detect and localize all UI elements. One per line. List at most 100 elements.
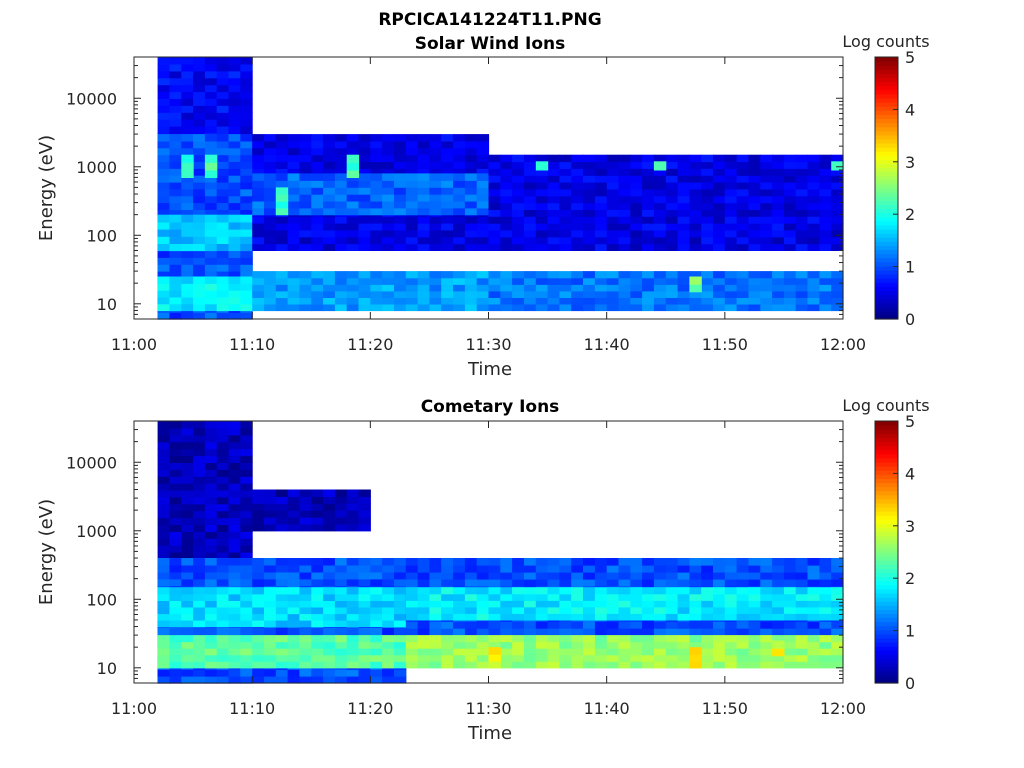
heatmap-cell	[299, 154, 312, 162]
heatmap-cell	[417, 290, 430, 298]
heatmap-cell	[736, 154, 749, 163]
heatmap-cell	[677, 641, 690, 649]
heatmap-cell	[193, 517, 206, 525]
heatmap-cell	[157, 641, 170, 649]
heatmap-cell	[594, 284, 608, 292]
heatmap-cell	[157, 303, 170, 312]
heatmap-cell	[748, 243, 761, 251]
heatmap-cell	[252, 134, 265, 142]
heatmap-cell	[760, 195, 773, 204]
heatmap-cell	[713, 168, 726, 176]
heatmap-cell	[193, 214, 206, 223]
heatmap-cell	[476, 134, 490, 142]
heatmap-cell	[665, 628, 679, 636]
heatmap-cell	[453, 243, 466, 251]
heatmap-cell	[665, 587, 679, 595]
x-tick-label: 11:20	[347, 335, 393, 354]
heatmap-cell	[795, 168, 809, 176]
heatmap-cell	[606, 593, 620, 601]
heatmap-cell	[405, 180, 419, 188]
heatmap-cell	[760, 175, 773, 183]
heatmap-cell	[334, 496, 348, 504]
heatmap-cell	[689, 641, 702, 649]
heatmap-cell	[405, 635, 419, 643]
heatmap-cell	[594, 154, 608, 163]
heatmap-cell	[689, 216, 702, 224]
heatmap-cell	[204, 434, 218, 443]
heatmap-cell	[216, 434, 230, 443]
heatmap-cell	[394, 558, 407, 566]
heatmap-cell	[252, 661, 265, 669]
heatmap-cell	[441, 194, 454, 202]
heatmap-cell	[252, 297, 265, 305]
heatmap-cell	[772, 613, 785, 621]
colorbar-segment	[875, 437, 898, 443]
heatmap-cell	[689, 558, 702, 566]
x-tick-label: 11:40	[584, 335, 630, 354]
heatmap-cell	[240, 112, 253, 120]
colorbar-segment	[875, 498, 898, 504]
colorbar-segment	[875, 474, 898, 479]
heatmap-cell	[512, 277, 525, 285]
colorbar-segment	[875, 617, 898, 623]
colorbar-segment	[875, 576, 898, 582]
heatmap-cell	[583, 290, 596, 298]
heatmap-cell	[571, 182, 584, 190]
heatmap-cell	[547, 161, 560, 169]
colorbar-segment	[875, 654, 898, 660]
heatmap-cell	[216, 296, 230, 305]
heatmap-cell	[689, 284, 702, 293]
heatmap-cell	[216, 243, 230, 252]
heatmap-cell	[394, 154, 407, 162]
heatmap-cell	[547, 572, 560, 580]
heatmap-cell	[736, 579, 749, 587]
heatmap-cell	[500, 297, 513, 305]
heatmap-cell	[677, 182, 690, 190]
heatmap-cell	[535, 613, 549, 621]
heatmap-cell	[642, 216, 655, 224]
heatmap-cell	[795, 654, 809, 662]
heatmap-cell	[772, 230, 785, 238]
heatmap-cell	[275, 641, 289, 649]
heatmap-cell	[323, 578, 336, 587]
colorbar-segment	[875, 204, 898, 210]
heatmap-cell	[677, 175, 690, 183]
heatmap-cell	[606, 600, 620, 608]
heatmap-cell	[299, 641, 312, 649]
heatmap-cell	[618, 641, 631, 649]
heatmap-cell	[204, 676, 218, 684]
heatmap-cell	[524, 661, 537, 669]
heatmap-cell	[240, 175, 253, 183]
heatmap-cell	[240, 188, 253, 197]
heatmap-cell	[618, 202, 631, 210]
heatmap-cell	[583, 635, 596, 643]
heatmap-cell	[653, 565, 667, 573]
colorbar-segment	[875, 224, 898, 230]
heatmap-cell	[334, 229, 348, 238]
heatmap-cell	[323, 200, 336, 209]
heatmap-cell	[795, 271, 809, 279]
heatmap-cell	[264, 635, 277, 643]
heatmap-cell	[264, 620, 277, 628]
heatmap-cell	[559, 635, 572, 643]
heatmap-cell	[252, 613, 265, 621]
heatmap-cell	[228, 565, 241, 573]
heatmap-cell	[169, 77, 182, 86]
heatmap-cell	[819, 641, 832, 649]
heatmap-cell	[795, 290, 809, 298]
heatmap-cell	[772, 202, 785, 210]
heatmap-cell	[287, 154, 300, 162]
heatmap-cell	[594, 572, 608, 580]
heatmap-cell	[677, 621, 690, 629]
heatmap-cell	[677, 606, 690, 614]
heatmap-cell	[181, 606, 194, 615]
heatmap-cell	[334, 606, 348, 615]
colorbar-segment	[875, 249, 898, 255]
heatmap-cell	[429, 168, 442, 176]
heatmap-cell	[476, 600, 490, 608]
heatmap-cell	[653, 188, 667, 197]
heatmap-cell	[500, 243, 513, 251]
colorbar-tick-label: 0	[905, 674, 915, 693]
heatmap-cell	[346, 648, 360, 656]
colorbar-segment	[875, 605, 898, 610]
